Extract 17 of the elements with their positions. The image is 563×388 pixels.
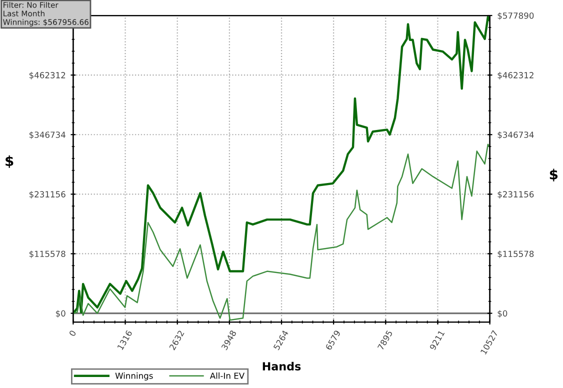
y2-tick-label: $0 (498, 310, 508, 318)
y-tick-label: $462312 (29, 72, 66, 80)
legend-label: Winnings (115, 372, 153, 380)
y-tick-label: $231156 (29, 191, 66, 199)
y2-tick-label: $346734 (498, 131, 534, 140)
y-axis-title: $ (6, 155, 14, 168)
legend-label: All-In EV (210, 372, 245, 379)
x-axis-title: Hands (262, 362, 301, 370)
y-tick-label: $115578 (29, 250, 66, 258)
y2-tick-label: $115578 (498, 250, 534, 258)
y2-tick-label: $231156 (498, 191, 534, 199)
x-tick-label: 0 (68, 330, 76, 337)
y-tick-label: $0 (56, 310, 66, 318)
y2-axis-title: $ (550, 168, 558, 182)
y2-tick-label: $462312 (498, 72, 534, 80)
y2-tick-label: $577890 (498, 12, 534, 20)
y-tick-label: $346734 (29, 131, 66, 140)
